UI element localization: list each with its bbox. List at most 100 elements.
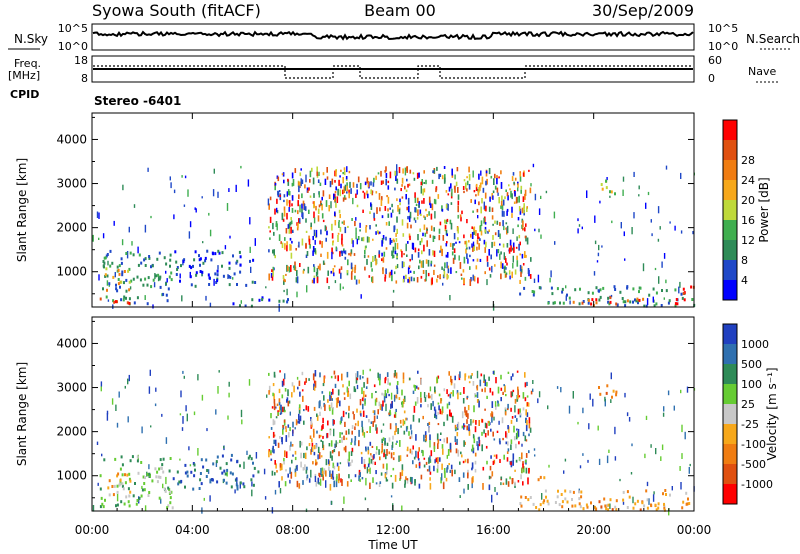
heatmap-cell [657,502,660,506]
heatmap-cell [166,278,168,283]
heatmap-cell [468,174,471,181]
heatmap-cell [437,375,440,379]
freq-tick-bottom: 8 [81,72,88,85]
heatmap-cell [132,277,135,281]
heatmap-cell [162,470,165,474]
colorbar-tick-label: 24 [741,174,755,187]
heatmap-cell [524,435,527,442]
heatmap-cell [308,238,311,245]
heatmap-cell [579,465,582,469]
heatmap-cell [187,189,189,197]
heatmap-cell [409,258,411,262]
heatmap-cell [347,458,349,464]
heatmap-cell [308,378,310,381]
heatmap-cell [158,277,161,281]
heatmap-cell [298,241,300,248]
heatmap-cell [249,259,251,263]
heatmap-cell [350,249,353,255]
heatmap-cell [661,261,663,268]
heatmap-cell [525,409,527,416]
heatmap-cell [103,256,106,260]
heatmap-cell [526,381,528,386]
heatmap-cell [294,209,297,213]
heatmap-cell [478,186,480,193]
heatmap-cell [402,379,405,384]
heatmap-cell [382,463,385,469]
colorbar-segment [723,120,737,141]
heatmap-cell [399,478,401,481]
heatmap-cell [470,199,472,203]
heatmap-cell [520,474,522,480]
heatmap-cell [362,236,365,242]
colorbar-segment [723,220,737,241]
heatmap-cell [419,240,422,246]
heatmap-cell [116,474,119,478]
heatmap-cell [339,251,341,257]
heatmap-cell [317,265,320,270]
heatmap-cell [380,180,383,185]
heatmap-cell [384,206,387,211]
heatmap-cell [121,273,124,277]
y-tick-label: 4000 [56,336,87,350]
heatmap-cell [347,225,349,228]
heatmap-cell [350,272,353,280]
heatmap-cell [366,259,368,265]
heatmap-cell [325,459,328,466]
heatmap-cell [353,253,356,256]
heatmap-cell [414,479,416,483]
heatmap-cell [521,224,523,229]
heatmap-cell [340,272,342,279]
heatmap-cell [330,402,333,408]
heatmap-cell [157,273,160,277]
heatmap-cell [305,508,308,512]
heatmap-cell [682,287,685,291]
heatmap-cell [302,270,305,274]
heatmap-cell [286,288,288,296]
heatmap-cell [598,298,601,302]
heatmap-cell [614,192,616,196]
heatmap-cell [307,266,310,274]
heatmap-cell [296,276,299,284]
heatmap-cell [301,238,304,246]
heatmap-cell [463,179,466,182]
heatmap-cell [433,227,435,232]
heatmap-cell [309,170,312,178]
heatmap-cell [406,178,408,182]
heatmap-cell [610,294,613,298]
heatmap-cell [446,437,448,444]
heatmap-cell [512,242,515,249]
heatmap-cell [493,459,496,464]
heatmap-cell [314,475,317,482]
heatmap-cell [303,409,305,412]
heatmap-cell [598,500,601,504]
heatmap-cell [125,289,128,293]
heatmap-cell [298,483,301,489]
heatmap-cell [332,268,335,275]
heatmap-cell [171,506,174,510]
heatmap-cell [610,399,612,403]
heatmap-cell [501,204,504,211]
heatmap-cell [520,269,523,274]
heatmap-cell [472,381,475,386]
heatmap-cell [419,259,421,264]
heatmap-cell [642,297,645,301]
heatmap-cell [447,193,450,196]
heatmap-cell [375,231,377,235]
heatmap-cell [359,183,362,190]
heatmap-cell [505,273,507,278]
nsearch-label: N.Search [746,32,800,46]
heatmap-cell [468,375,470,379]
heatmap-cell [338,451,340,457]
heatmap-cell [537,478,540,482]
heatmap-cell [466,176,468,179]
heatmap-cell [678,286,680,294]
heatmap-cell [460,216,462,222]
heatmap-cell [633,171,635,177]
heatmap-cell [387,213,390,218]
colorbar-segment [723,484,737,505]
heatmap-cell [368,419,370,423]
heatmap-cell [457,237,459,241]
heatmap-cell [506,208,509,212]
heatmap-cell [393,414,396,418]
heatmap-cell [281,476,283,481]
